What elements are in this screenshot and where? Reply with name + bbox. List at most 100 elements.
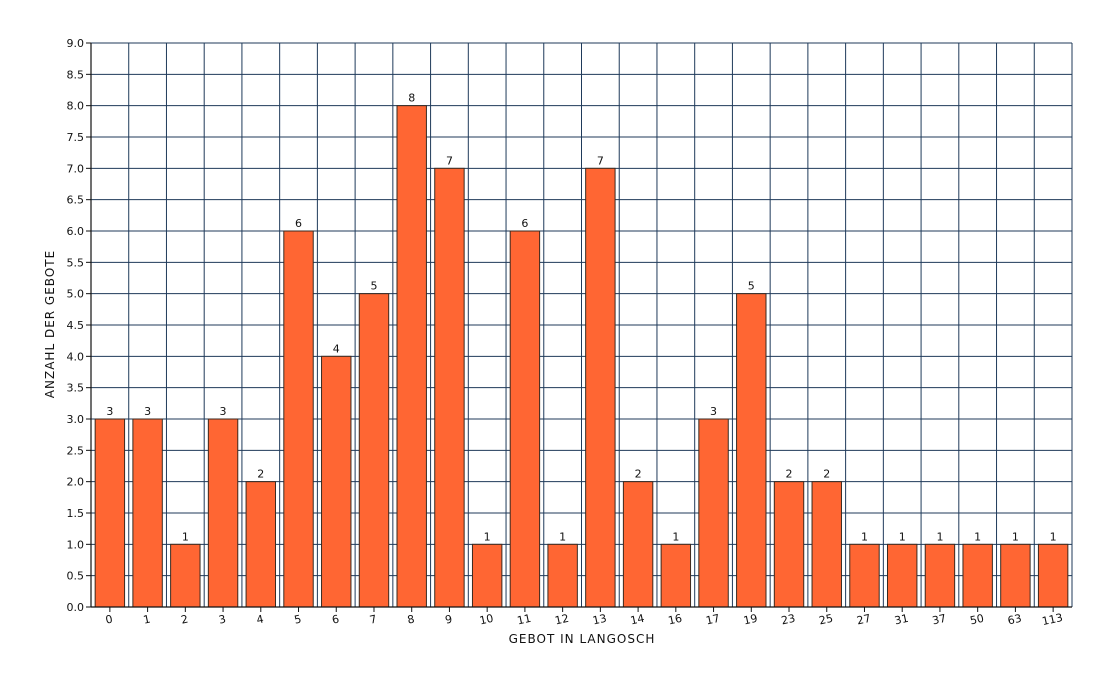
y-tick-label: 2.0 xyxy=(67,476,85,489)
x-tick-label: 63 xyxy=(1006,612,1022,628)
x-tick-label: 17 xyxy=(705,612,721,628)
data-label: 5 xyxy=(748,280,755,293)
y-tick-label: 3.0 xyxy=(67,413,85,426)
y-tick-label: 4.0 xyxy=(67,350,85,363)
y-tick-label: 5.5 xyxy=(67,256,85,269)
data-label: 1 xyxy=(672,530,679,543)
x-tick-label: 113 xyxy=(1041,611,1064,628)
y-tick-label: 4.5 xyxy=(67,319,85,332)
data-label: 5 xyxy=(370,280,377,293)
bar xyxy=(698,418,729,608)
x-tick-label: 9 xyxy=(444,612,454,626)
bar xyxy=(849,543,880,608)
data-label: 4 xyxy=(333,342,340,355)
bar xyxy=(622,481,654,608)
data-label: 1 xyxy=(484,530,491,543)
bar xyxy=(396,105,427,608)
x-tick-label: 16 xyxy=(667,612,683,628)
data-label: 1 xyxy=(974,530,981,543)
data-label: 6 xyxy=(521,217,528,230)
x-tick-label: 3 xyxy=(218,612,228,626)
bar xyxy=(170,543,201,608)
bar xyxy=(924,543,956,608)
bar xyxy=(585,167,616,608)
bar xyxy=(1000,543,1031,608)
data-label: 1 xyxy=(936,530,943,543)
y-tick-label: 7.0 xyxy=(67,162,85,175)
axes: 0.0 0.5 1.0 1.5 2.0 2.5 3.0 3.5 4.0 4.5 5.0 5.5 6.0 6… xyxy=(67,37,1072,628)
y-tick-label: 0.0 xyxy=(67,601,85,614)
data-label: 1 xyxy=(861,530,868,543)
data-label: 1 xyxy=(559,530,566,543)
data-label: 1 xyxy=(1012,530,1019,543)
bar xyxy=(207,418,239,608)
x-tick-label: 0 xyxy=(104,612,114,626)
data-label: 3 xyxy=(144,405,151,418)
x-tick-label: 12 xyxy=(554,612,570,628)
y-tick-label: 5.0 xyxy=(67,288,85,301)
x-tick-label: 10 xyxy=(478,612,494,628)
x-tick-label: 37 xyxy=(931,612,947,628)
x-tick-label: 1 xyxy=(142,612,152,626)
x-tick-label: 11 xyxy=(516,612,532,628)
bars xyxy=(94,105,1069,608)
data-label: 7 xyxy=(446,154,453,167)
x-tick-label: 4 xyxy=(255,612,265,626)
y-tick-label: 9.0 xyxy=(67,37,85,50)
x-tick-label: 6 xyxy=(331,612,341,626)
bar xyxy=(358,293,390,608)
bar xyxy=(547,543,578,608)
y-tick-label: 0.5 xyxy=(67,570,85,583)
bar xyxy=(471,543,503,608)
x-tick-label: 31 xyxy=(893,612,909,628)
x-tick-label: 7 xyxy=(368,612,378,626)
bar xyxy=(773,481,805,608)
data-label: 2 xyxy=(823,468,830,481)
y-tick-label: 1.0 xyxy=(67,538,85,551)
y-tick-label: 2.5 xyxy=(67,444,85,457)
bar xyxy=(886,543,918,608)
bar xyxy=(660,543,692,608)
bar xyxy=(962,543,993,608)
x-axis-title: GEBOT IN LANGOSCH xyxy=(509,632,656,646)
y-tick-label: 8.5 xyxy=(67,68,85,81)
data-label: 8 xyxy=(408,92,415,105)
bar xyxy=(132,418,163,608)
y-tick-label: 7.5 xyxy=(67,131,85,144)
x-tick-label: 19 xyxy=(742,612,758,628)
x-tick-label: 27 xyxy=(856,612,872,628)
data-label: 1 xyxy=(899,530,906,543)
data-label: 7 xyxy=(597,154,604,167)
bar xyxy=(811,481,842,608)
bar xyxy=(1037,543,1069,608)
data-label: 2 xyxy=(786,468,793,481)
data-label: 2 xyxy=(635,468,642,481)
bar xyxy=(94,418,126,608)
x-tick-label: 50 xyxy=(969,612,985,628)
grid xyxy=(90,42,1073,608)
data-label: 3 xyxy=(220,405,227,418)
data-label: 1 xyxy=(1050,530,1057,543)
x-tick-label: 5 xyxy=(293,612,303,626)
bar xyxy=(509,230,541,608)
bar xyxy=(283,230,314,608)
x-tick-label: 25 xyxy=(818,612,834,628)
data-labels: 3 3 1 3 2 6 4 5 8 7 1 6 1 7 2 1 3 5 2 2 1 1 1 1 1 1 xyxy=(106,92,1056,544)
data-label: 2 xyxy=(257,468,264,481)
y-tick-label: 3.5 xyxy=(67,382,85,395)
y-tick-label: 8.0 xyxy=(67,100,85,113)
data-label: 3 xyxy=(106,405,113,418)
bar xyxy=(434,167,465,608)
data-label: 3 xyxy=(710,405,717,418)
bar xyxy=(321,355,352,608)
y-tick-label: 1.5 xyxy=(67,507,85,520)
y-axis-title: ANZAHL DER GEBOTE xyxy=(43,250,57,398)
data-label: 1 xyxy=(182,530,189,543)
bar xyxy=(245,481,277,608)
x-tick-label: 13 xyxy=(591,612,607,628)
data-label: 6 xyxy=(295,217,302,230)
x-tick-label: 8 xyxy=(406,612,416,626)
x-tick-label: 23 xyxy=(780,612,796,628)
